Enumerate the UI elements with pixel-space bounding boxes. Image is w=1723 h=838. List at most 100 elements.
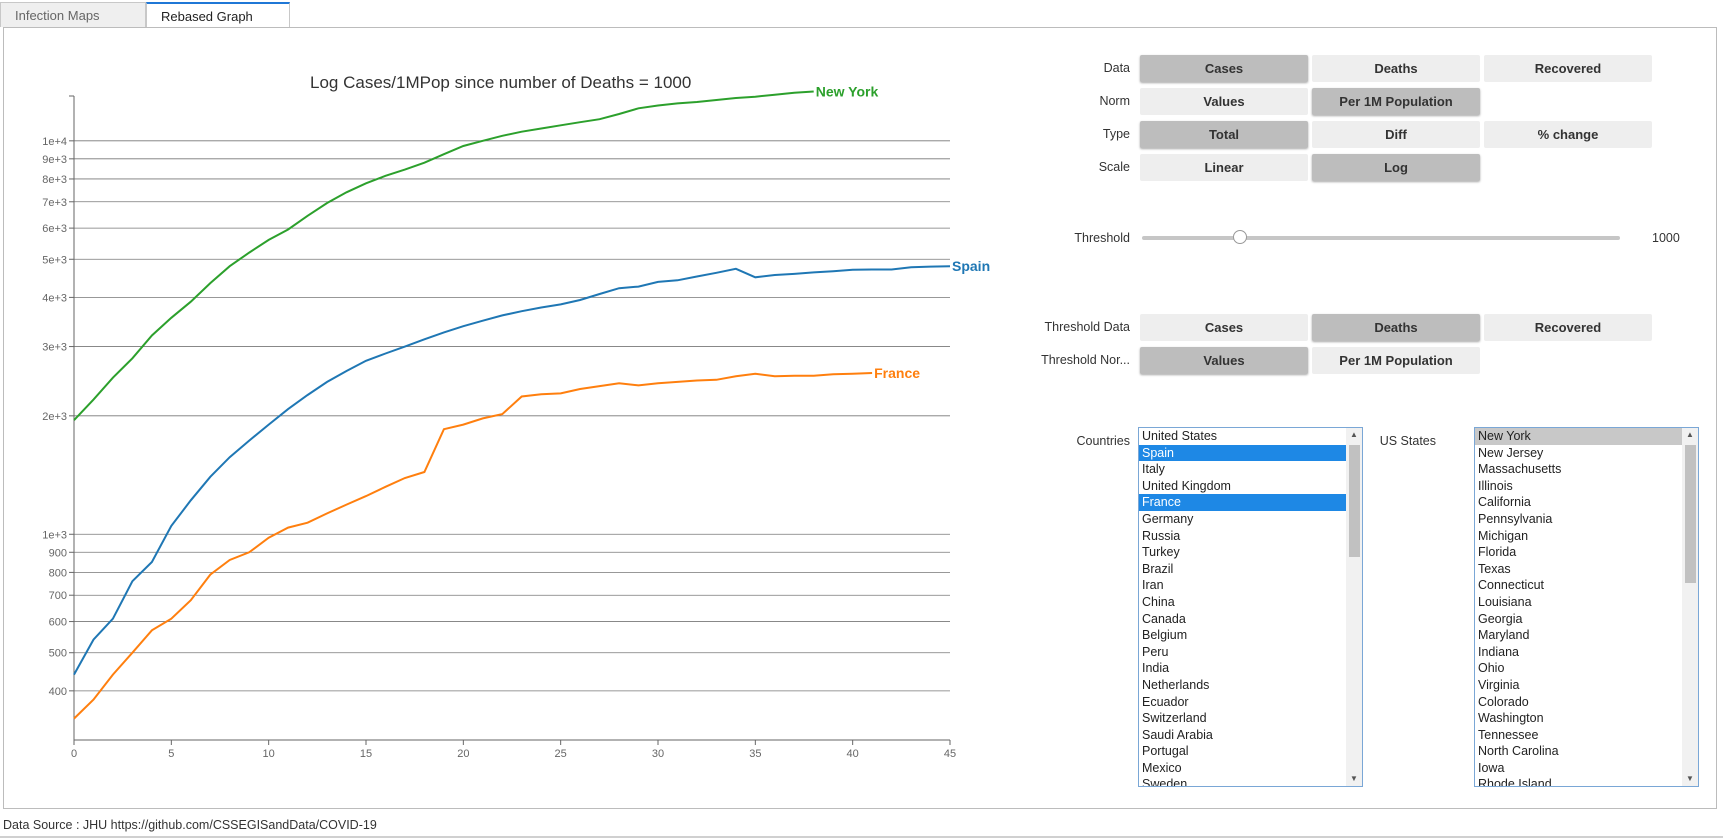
x-tick-label: 15 <box>360 748 372 760</box>
y-tick-label: 700 <box>49 590 67 602</box>
threshold-data-recovered-button[interactable]: Recovered <box>1484 314 1652 341</box>
list-item[interactable]: Georgia <box>1478 611 1523 626</box>
type-diff-button[interactable]: Diff <box>1312 121 1480 148</box>
scroll-up-icon[interactable]: ▲ <box>1350 430 1358 439</box>
list-item[interactable]: Turkey <box>1142 545 1180 560</box>
list-item[interactable]: Illinois <box>1478 478 1513 493</box>
countries-label: Countries <box>1076 434 1131 448</box>
scale-log-button[interactable]: Log <box>1312 154 1480 181</box>
data-deaths-button[interactable]: Deaths <box>1312 55 1480 82</box>
list-item[interactable]: Italy <box>1142 462 1165 477</box>
list-item[interactable]: Russia <box>1142 528 1181 543</box>
threshold-label: Threshold <box>1074 231 1130 245</box>
series-line-spain <box>73 265 951 676</box>
x-tick-label: 45 <box>944 748 956 760</box>
list-item[interactable]: Florida <box>1478 545 1517 560</box>
list-item[interactable]: Texas <box>1478 561 1511 576</box>
list-item[interactable]: Peru <box>1142 644 1169 659</box>
list-item[interactable]: Indiana <box>1478 644 1520 659</box>
list-item[interactable]: New York <box>1475 428 1698 445</box>
us-states-scroll-thumb[interactable] <box>1685 445 1696 583</box>
us-states-listbox[interactable]: New York New Jersey Massachusetts Illinois C… <box>1474 427 1699 787</box>
rebased-line-chart: 4005006007008009001e+32e+33e+34e+35e+36e… <box>42 83 990 760</box>
countries-scrollbar[interactable]: ▲ ▼ <box>1346 428 1362 786</box>
list-item[interactable]: Michigan <box>1478 528 1529 543</box>
threshold-data-cases-button[interactable]: Cases <box>1140 314 1308 341</box>
list-item[interactable]: Netherlands <box>1142 677 1210 692</box>
list-item[interactable]: Washington <box>1478 711 1544 726</box>
scroll-down-icon[interactable]: ▼ <box>1350 774 1358 783</box>
list-item[interactable]: France <box>1139 494 1362 511</box>
y-tick-label: 1e+3 <box>42 529 67 541</box>
threshold-data-label: Threshold Data <box>1044 320 1130 334</box>
list-item[interactable]: Pennsylvania <box>1478 511 1553 526</box>
data-recovered-button[interactable]: Recovered <box>1484 55 1652 82</box>
list-item[interactable]: China <box>1142 594 1175 609</box>
list-item[interactable]: Rhode Island <box>1478 777 1552 787</box>
list-item[interactable]: Portugal <box>1142 744 1189 759</box>
norm-values-button[interactable]: Values <box>1140 88 1308 115</box>
list-item[interactable]: Massachusetts <box>1478 462 1562 477</box>
bottom-divider <box>0 836 1723 838</box>
list-item[interactable]: Ohio <box>1478 661 1505 676</box>
data-cases-button[interactable]: Cases <box>1140 55 1308 82</box>
scroll-down-icon[interactable]: ▼ <box>1686 774 1694 783</box>
x-tick-label: 25 <box>555 748 567 760</box>
list-item[interactable]: Maryland <box>1478 628 1530 643</box>
y-tick-label: 9e+3 <box>42 154 67 166</box>
tab-rebased-graph[interactable]: Rebased Graph <box>146 2 290 29</box>
list-item[interactable]: India <box>1142 661 1170 676</box>
y-tick-label: 500 <box>49 648 67 660</box>
list-item[interactable]: Connecticut <box>1478 578 1545 593</box>
list-item[interactable]: New Jersey <box>1478 445 1544 460</box>
list-item[interactable]: United Kingdom <box>1142 478 1231 493</box>
norm-per-1m-button[interactable]: Per 1M Population <box>1312 88 1480 115</box>
list-item[interactable]: Switzerland <box>1142 711 1207 726</box>
threshold-slider-thumb[interactable] <box>1232 230 1247 244</box>
list-item[interactable]: Tennessee <box>1478 727 1539 742</box>
y-tick-label: 900 <box>49 547 67 559</box>
x-tick-label: 10 <box>263 748 275 760</box>
list-item[interactable]: Ecuador <box>1142 694 1189 709</box>
list-item[interactable]: Virginia <box>1478 677 1520 692</box>
countries-scroll-thumb[interactable] <box>1349 445 1360 557</box>
list-item[interactable]: Mexico <box>1142 760 1182 775</box>
x-tick-label: 20 <box>457 748 469 760</box>
list-item[interactable]: Colorado <box>1478 694 1529 709</box>
list-item[interactable]: Iowa <box>1478 760 1505 775</box>
series-line-france <box>73 372 873 720</box>
list-item[interactable]: Iran <box>1142 578 1164 593</box>
scale-linear-button[interactable]: Linear <box>1140 154 1308 181</box>
series-label: France <box>874 365 920 381</box>
list-item[interactable]: Sweden <box>1142 777 1188 787</box>
tab-infection-maps[interactable]: Infection Maps <box>0 2 146 27</box>
threshold-data-deaths-button[interactable]: Deaths <box>1312 314 1480 341</box>
list-item[interactable]: California <box>1478 495 1531 510</box>
list-item[interactable]: Louisiana <box>1478 594 1532 609</box>
x-tick-label: 40 <box>847 748 859 760</box>
threshold-norm-per-1m-button[interactable]: Per 1M Population <box>1312 347 1480 374</box>
threshold-value: 1000 <box>1652 231 1680 245</box>
threshold-norm-values-button[interactable]: Values <box>1140 347 1308 374</box>
x-tick-label: 35 <box>749 748 761 760</box>
scroll-up-icon[interactable]: ▲ <box>1686 430 1694 439</box>
type-total-button[interactable]: Total <box>1140 121 1308 148</box>
list-item[interactable]: Germany <box>1142 511 1194 526</box>
list-item[interactable]: North Carolina <box>1478 744 1559 759</box>
list-item[interactable]: Brazil <box>1142 561 1174 576</box>
y-tick-label: 800 <box>49 567 67 579</box>
type-pct-change-button[interactable]: % change <box>1484 121 1652 148</box>
list-item[interactable]: United States <box>1142 429 1218 443</box>
threshold-slider-track[interactable] <box>1142 236 1620 240</box>
data-source-footer: Data Source : JHU https://github.com/CSS… <box>3 818 377 832</box>
us-states-scrollbar[interactable]: ▲ ▼ <box>1682 428 1698 786</box>
list-item[interactable]: Belgium <box>1142 628 1188 643</box>
list-item[interactable]: Saudi Arabia <box>1142 727 1213 742</box>
tab-bar: Infection Maps Rebased Graph <box>0 0 1723 29</box>
countries-listbox[interactable]: United States Spain Italy United Kingdom Fra… <box>1138 427 1363 787</box>
list-item[interactable]: Spain <box>1139 444 1362 462</box>
x-tick-label: 5 <box>168 748 174 760</box>
list-item[interactable]: Canada <box>1142 611 1186 626</box>
data-label: Data <box>1103 61 1130 75</box>
us-states-label: US States <box>1379 434 1436 448</box>
